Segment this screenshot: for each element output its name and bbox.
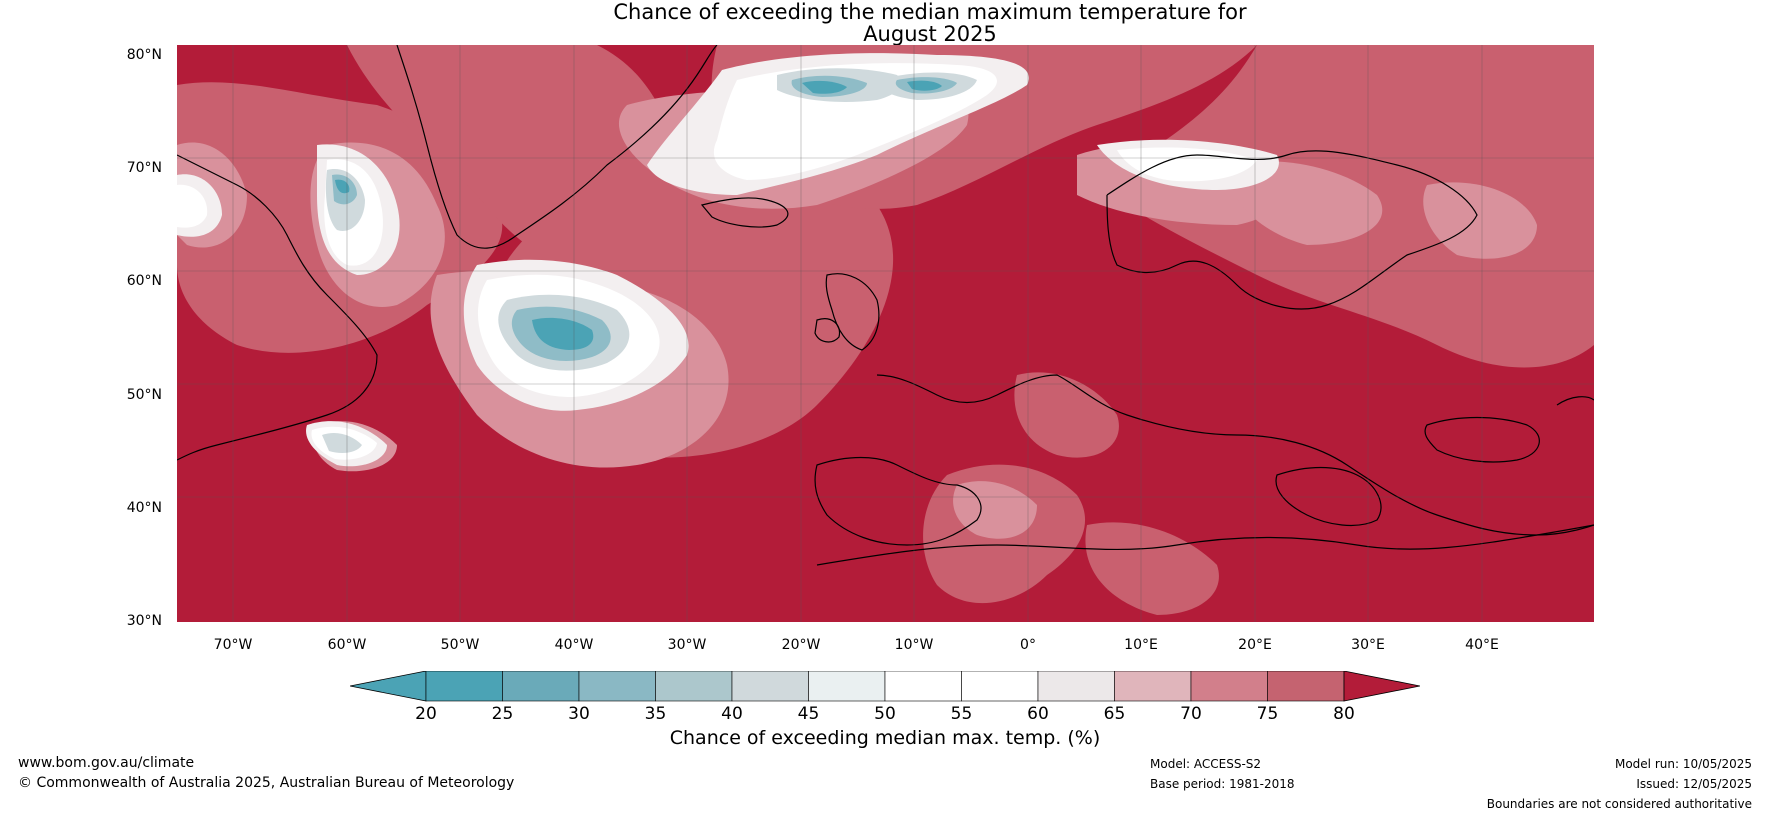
lat-label-30n: 30°N (126, 613, 162, 629)
title-line-1: Chance of exceeding the median maximum t… (613, 0, 1247, 24)
lat-label-70n: 70°N (126, 160, 162, 176)
lat-label-80n: 80°N (126, 47, 162, 63)
lon-label-70w: 70°W (213, 637, 253, 653)
lon-label-30e: 30°E (1351, 637, 1385, 653)
colorbar-tick-label: 80 (1333, 704, 1355, 724)
graticule (177, 45, 1594, 622)
coastlines (177, 45, 1594, 566)
website-link[interactable]: www.bom.gov.au/climate (18, 755, 195, 771)
colorbar-label: Chance of exceeding median max. temp. (%… (669, 727, 1101, 749)
colorbar (350, 671, 1420, 702)
colorbar-tick-label: 60 (1027, 704, 1049, 724)
copyright-text: © Commonwealth of Australia 2025, Austra… (18, 775, 515, 791)
lon-label-30w: 30°W (667, 637, 707, 653)
model-name: Model: ACCESS-S2 (1150, 757, 1262, 771)
boundary-disclaimer: Boundaries are not considered authoritat… (1486, 797, 1752, 811)
colorbar-segment (731, 671, 809, 702)
colorbar-segment (502, 671, 580, 702)
colorbar-segment (808, 671, 886, 702)
zone-20 (335, 80, 942, 350)
lat-label-40n: 40°N (126, 500, 162, 516)
colorbar-tick-label: 45 (797, 704, 820, 724)
colorbar-tick-label: 20 (415, 704, 437, 724)
lon-label-10w: 10°W (894, 637, 934, 653)
colorbar-tick-label: 40 (721, 704, 743, 724)
probability-map (177, 45, 1594, 622)
lat-label-50n: 50°N (126, 387, 162, 403)
colorbar-tick-label: 70 (1180, 704, 1202, 724)
colorbar-segment (1114, 671, 1192, 702)
colorbar-tick-label: 65 (1103, 704, 1126, 724)
lon-label-10e: 10°E (1124, 637, 1158, 653)
lat-label-60n: 60°N (126, 273, 162, 289)
colorbar-segment (1037, 671, 1115, 702)
lon-label-40e: 40°E (1465, 637, 1499, 653)
colorbar-segment (884, 671, 962, 702)
lon-label-60w: 60°W (327, 637, 367, 653)
colorbar-segment (655, 671, 733, 702)
colorbar-segment (1190, 671, 1268, 702)
lon-label-40w: 40°W (554, 637, 594, 653)
colorbar-tick-label: 55 (950, 704, 973, 724)
issued-date: Issued: 12/05/2025 (1636, 777, 1752, 791)
colorbar-tick-label: 75 (1256, 704, 1279, 724)
colorbar-segment (1267, 671, 1345, 702)
colorbar-tick-label: 50 (874, 704, 896, 724)
map-svg (177, 45, 1594, 622)
base-period: Base period: 1981-2018 (1150, 777, 1295, 791)
colorbar-segment (961, 671, 1039, 702)
colorbar-over-triangle (1343, 671, 1420, 702)
lon-label-0: 0° (1020, 637, 1036, 653)
title-line-2: August 2025 (863, 22, 997, 46)
colorbar-tick-label: 35 (644, 704, 667, 724)
colorbar-segment (578, 671, 656, 702)
lon-label-20w: 20°W (781, 637, 821, 653)
lon-label-50w: 50°W (440, 637, 480, 653)
lon-label-20e: 20°E (1238, 637, 1272, 653)
colorbar-tick-label: 25 (491, 704, 514, 724)
colorbar-segment (425, 671, 503, 702)
colorbar-under-triangle (350, 671, 427, 702)
model-run-date: Model run: 10/05/2025 (1614, 757, 1752, 771)
colorbar-tick-label: 30 (568, 704, 590, 724)
